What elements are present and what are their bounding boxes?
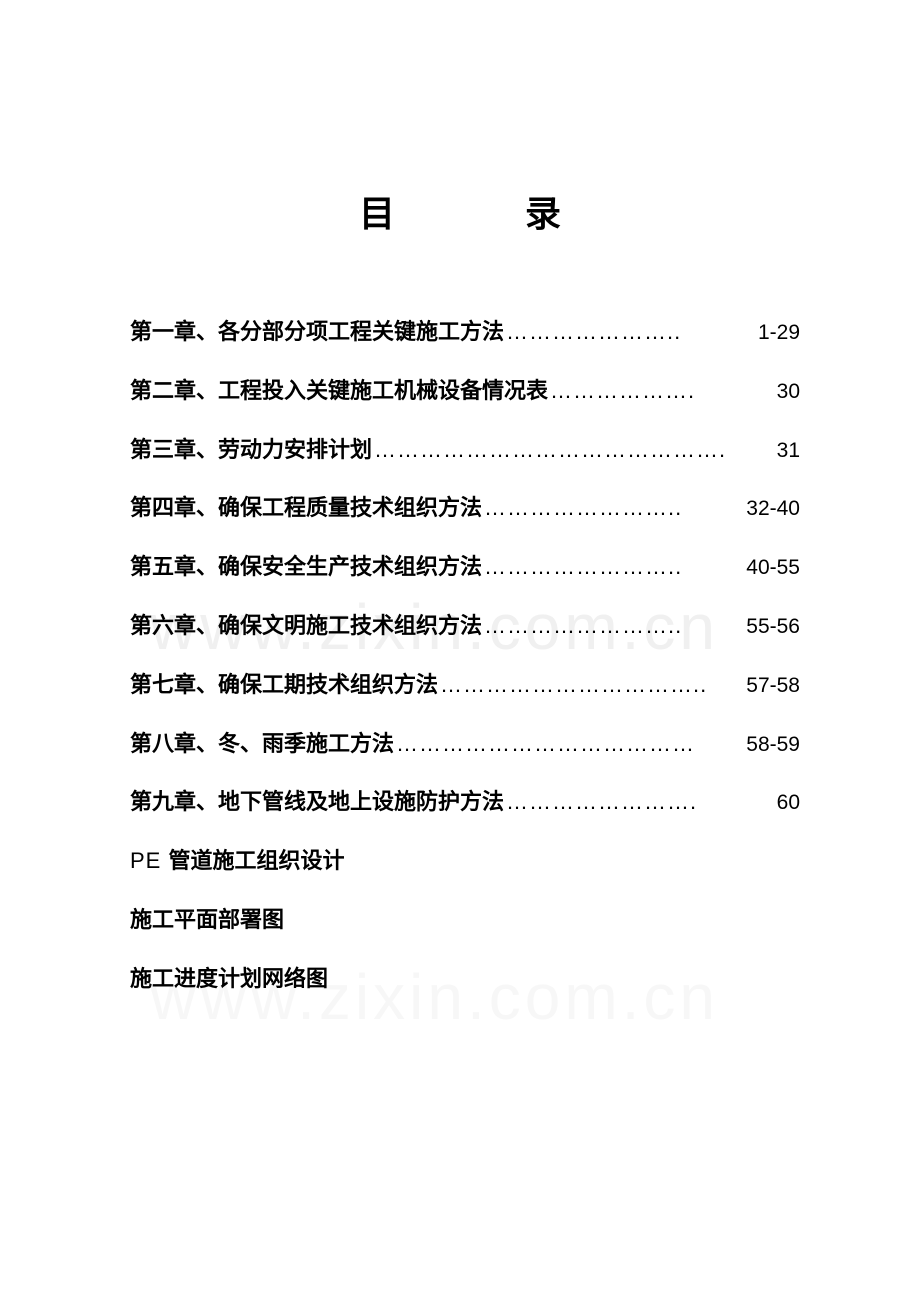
extra-entry: PE 管道施工组织设计 [130,846,800,877]
toc-entry: 第九章、 地下管线及地上设施防护方法 ……………………. 60 [130,787,800,818]
chapter-label: 第八章、 [130,729,218,760]
extra-prefix: PE [130,848,168,873]
chapter-title: 确保安全生产技术组织方法 [218,552,482,583]
toc-entry: 第五章、 确保安全生产技术组织方法 …………………….. 40-55 [130,552,800,583]
chapter-title: 确保工程质量技术组织方法 [218,493,482,524]
page-number: 40-55 [746,553,800,582]
chapter-label: 第一章、 [130,317,218,348]
leader-dots: …………………………….. [438,670,746,701]
toc-title: 目 录 [120,185,800,237]
page-number: 32-40 [746,494,800,523]
title-char-1: 目 [359,185,395,237]
extra-text: 施工平面部署图 [130,907,284,932]
leader-dots: ………………. [548,376,777,407]
leader-dots: ……………………. [504,787,777,818]
toc-entry: 第七章、 确保工期技术组织方法 …………………………….. 57-58 [130,670,800,701]
chapter-title: 冬、雨季施工方法 [218,729,394,760]
extra-entry: 施工进度计划网络图 [130,964,800,995]
leader-dots: ………………………………… [394,729,746,760]
chapter-label: 第五章、 [130,552,218,583]
chapter-title: 工程投入关键施工机械设备情况表 [218,376,548,407]
chapter-label: 第六章、 [130,611,218,642]
extra-text: 管道施工组织设计 [168,848,344,873]
chapter-label: 第四章、 [130,493,218,524]
toc-entry: 第四章、 确保工程质量技术组织方法 …………………….. 32-40 [130,493,800,524]
toc-entry: 第二章、 工程投入关键施工机械设备情况表 ………………. 30 [130,376,800,407]
chapter-title: 各分部分项工程关键施工方法 [218,317,504,348]
leader-dots: …………………….. [482,552,746,583]
page-number: 58-59 [746,730,800,759]
page-number: 60 [777,788,800,817]
chapter-title: 劳动力安排计划 [218,435,372,466]
page-number: 1-29 [758,318,800,347]
toc-list: 第一章、 各分部分项工程关键施工方法 ………………….. 1-29 第二章、 工… [120,317,800,995]
page-number: 31 [777,436,800,465]
extra-entry: 施工平面部署图 [130,905,800,936]
leader-dots: ………………………………………. [372,435,777,466]
chapter-title: 地下管线及地上设施防护方法 [218,787,504,818]
toc-entry: 第一章、 各分部分项工程关键施工方法 ………………….. 1-29 [130,317,800,348]
document-page: 目 录 第一章、 各分部分项工程关键施工方法 ………………….. 1-29 第二… [0,0,920,1083]
page-number: 30 [777,377,800,406]
chapter-label: 第三章、 [130,435,218,466]
leader-dots: …………………….. [482,611,746,642]
chapter-title: 确保文明施工技术组织方法 [218,611,482,642]
chapter-label: 第九章、 [130,787,218,818]
page-number: 57-58 [746,671,800,700]
leader-dots: …………………….. [482,493,746,524]
toc-entry: 第三章、 劳动力安排计划 ………………………………………. 31 [130,435,800,466]
title-char-2: 录 [525,185,561,237]
chapter-label: 第二章、 [130,376,218,407]
chapter-label: 第七章、 [130,670,218,701]
page-number: 55-56 [746,612,800,641]
extra-text: 施工进度计划网络图 [130,966,328,991]
toc-entry: 第八章、 冬、雨季施工方法 ………………………………… 58-59 [130,729,800,760]
chapter-title: 确保工期技术组织方法 [218,670,438,701]
toc-entry: 第六章、 确保文明施工技术组织方法 …………………….. 55-56 [130,611,800,642]
leader-dots: ………………….. [504,317,758,348]
